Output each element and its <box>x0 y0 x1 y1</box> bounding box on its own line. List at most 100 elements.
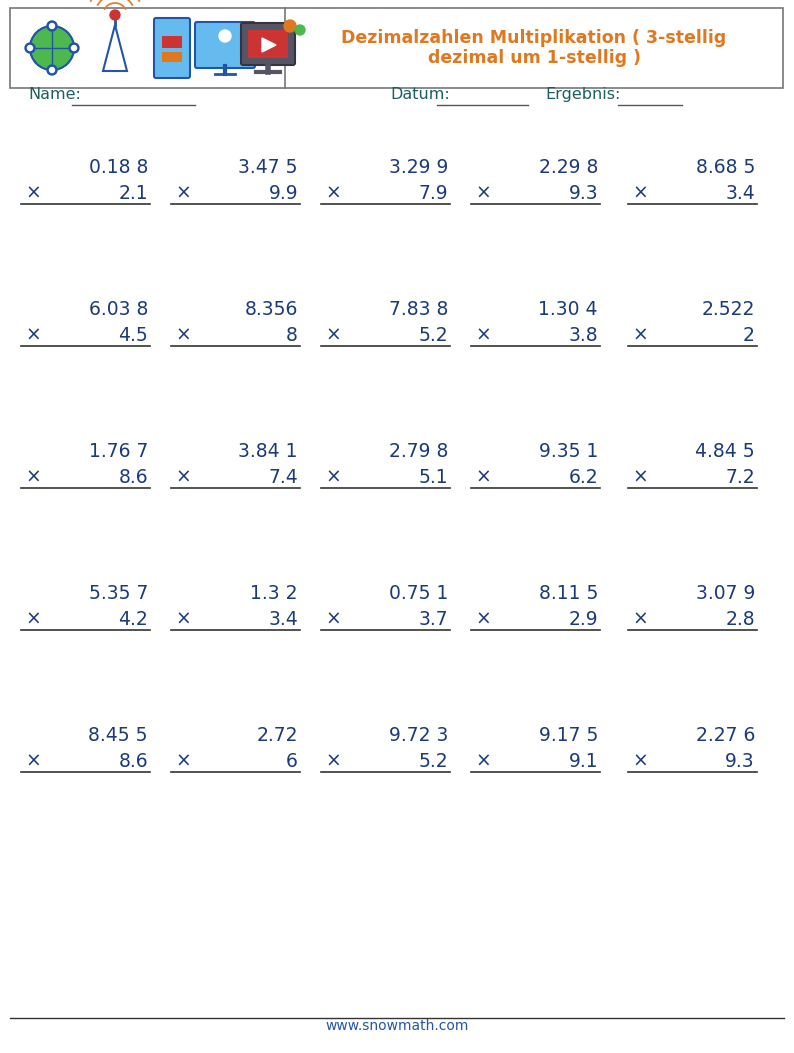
Bar <box>248 29 288 58</box>
Circle shape <box>47 65 57 75</box>
Circle shape <box>28 45 33 51</box>
Text: ×: × <box>25 326 40 345</box>
Text: 3.8: 3.8 <box>569 326 598 345</box>
Text: Datum:: Datum: <box>390 87 449 102</box>
Text: 4.2: 4.2 <box>118 610 148 629</box>
Text: 5.1: 5.1 <box>418 468 448 486</box>
Polygon shape <box>262 38 276 52</box>
Text: ×: × <box>632 752 648 771</box>
Text: 3.7: 3.7 <box>418 610 448 629</box>
Circle shape <box>69 43 79 53</box>
Text: ×: × <box>175 468 191 486</box>
Text: 3.4: 3.4 <box>725 184 755 203</box>
Text: 1.3 2: 1.3 2 <box>250 584 298 603</box>
Text: ×: × <box>175 610 191 629</box>
Text: ×: × <box>325 468 341 486</box>
Text: 6: 6 <box>286 752 298 771</box>
Text: ×: × <box>475 184 491 203</box>
Text: 8.6: 8.6 <box>118 468 148 486</box>
Text: 2.9: 2.9 <box>569 610 598 629</box>
Text: 2.29 8: 2.29 8 <box>538 158 598 177</box>
Circle shape <box>110 9 120 20</box>
Text: 9.72 3: 9.72 3 <box>388 726 448 746</box>
Text: ×: × <box>325 184 341 203</box>
Circle shape <box>219 29 231 42</box>
Text: 2.522: 2.522 <box>702 300 755 319</box>
Text: 3.29 9: 3.29 9 <box>388 158 448 177</box>
Text: 8.356: 8.356 <box>245 300 298 319</box>
Text: 4.84 5: 4.84 5 <box>696 442 755 461</box>
Text: 0.75 1: 0.75 1 <box>388 584 448 603</box>
Text: ×: × <box>632 184 648 203</box>
Text: 3.47 5: 3.47 5 <box>238 158 298 177</box>
Text: ×: × <box>632 468 648 486</box>
Text: 7.4: 7.4 <box>268 468 298 486</box>
Text: 0.18 8: 0.18 8 <box>89 158 148 177</box>
Text: ×: × <box>175 184 191 203</box>
Bar <box>162 52 182 62</box>
Text: 7.83 8: 7.83 8 <box>388 300 448 319</box>
Text: ×: × <box>632 610 648 629</box>
Text: www.snowmath.com: www.snowmath.com <box>326 1019 468 1033</box>
Text: 2.27 6: 2.27 6 <box>696 726 755 746</box>
Text: 9.1: 9.1 <box>569 752 598 771</box>
Text: ×: × <box>325 610 341 629</box>
Text: 3.4: 3.4 <box>268 610 298 629</box>
Text: 1.76 7: 1.76 7 <box>89 442 148 461</box>
Text: ×: × <box>325 752 341 771</box>
Text: 8: 8 <box>286 326 298 345</box>
Text: Ergebnis:: Ergebnis: <box>545 87 620 102</box>
Circle shape <box>30 26 74 69</box>
Text: 2.79 8: 2.79 8 <box>388 442 448 461</box>
Text: 8.45 5: 8.45 5 <box>88 726 148 746</box>
Circle shape <box>47 21 57 31</box>
Text: 9.3: 9.3 <box>726 752 755 771</box>
Text: 8.68 5: 8.68 5 <box>696 158 755 177</box>
Text: ×: × <box>325 326 341 345</box>
Circle shape <box>49 67 55 73</box>
Text: 5.35 7: 5.35 7 <box>89 584 148 603</box>
Text: 6.2: 6.2 <box>569 468 598 486</box>
Text: 5.2: 5.2 <box>418 752 448 771</box>
Circle shape <box>295 25 305 35</box>
FancyBboxPatch shape <box>10 8 783 88</box>
Text: ×: × <box>475 326 491 345</box>
Text: Name:: Name: <box>28 87 81 102</box>
Text: 8.11 5: 8.11 5 <box>538 584 598 603</box>
Text: ×: × <box>175 326 191 345</box>
Circle shape <box>49 23 55 28</box>
Text: 9.3: 9.3 <box>569 184 598 203</box>
Text: ×: × <box>475 752 491 771</box>
Circle shape <box>25 43 35 53</box>
FancyBboxPatch shape <box>195 22 255 68</box>
Text: 6.03 8: 6.03 8 <box>89 300 148 319</box>
Text: ×: × <box>25 610 40 629</box>
Text: 2.8: 2.8 <box>726 610 755 629</box>
Text: 9.17 5: 9.17 5 <box>538 726 598 746</box>
Text: 3.84 1: 3.84 1 <box>238 442 298 461</box>
Text: 2.1: 2.1 <box>118 184 148 203</box>
FancyBboxPatch shape <box>241 23 295 65</box>
Text: 2.72: 2.72 <box>256 726 298 746</box>
Text: 3.07 9: 3.07 9 <box>696 584 755 603</box>
Text: ×: × <box>175 752 191 771</box>
Text: Dezimalzahlen Multiplikation ( 3-stellig
dezimal um 1-stellig ): Dezimalzahlen Multiplikation ( 3-stellig… <box>341 28 727 67</box>
Text: 1.30 4: 1.30 4 <box>538 300 598 319</box>
Text: ×: × <box>632 326 648 345</box>
Text: 7.2: 7.2 <box>726 468 755 486</box>
Text: ×: × <box>25 752 40 771</box>
Text: 7.9: 7.9 <box>418 184 448 203</box>
Text: ×: × <box>475 468 491 486</box>
Text: ×: × <box>475 610 491 629</box>
Text: 9.9: 9.9 <box>268 184 298 203</box>
Text: 9.35 1: 9.35 1 <box>538 442 598 461</box>
Circle shape <box>284 20 296 32</box>
Text: 8.6: 8.6 <box>118 752 148 771</box>
Text: ×: × <box>25 468 40 486</box>
FancyBboxPatch shape <box>154 18 190 78</box>
Text: ×: × <box>25 184 40 203</box>
Text: 2: 2 <box>743 326 755 345</box>
Bar <box>162 36 182 48</box>
Text: 5.2: 5.2 <box>418 326 448 345</box>
Text: 4.5: 4.5 <box>118 326 148 345</box>
